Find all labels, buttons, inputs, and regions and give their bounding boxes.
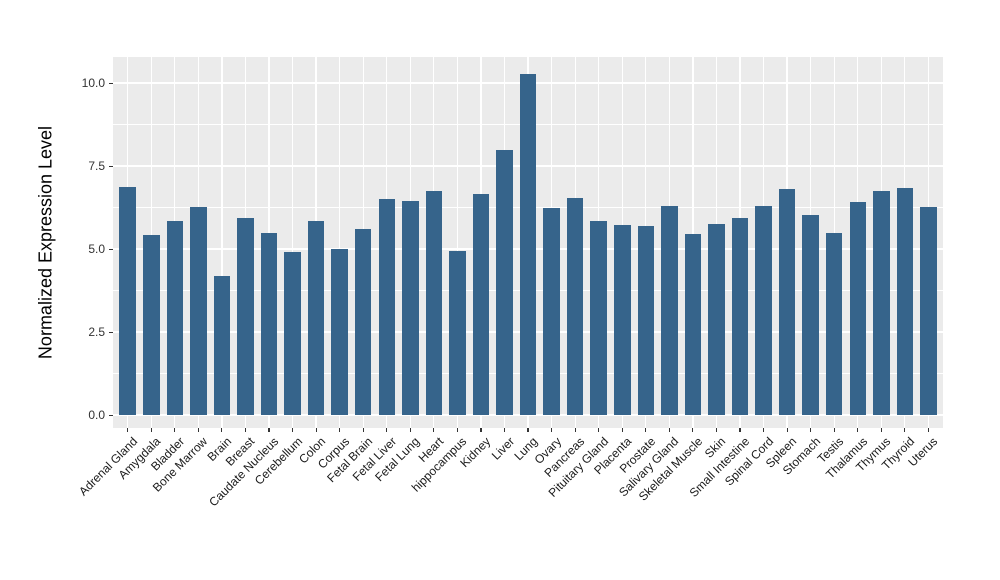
x-tick-mark (551, 428, 553, 432)
bar-fetal-lung (402, 200, 419, 415)
bar-lung (519, 74, 537, 415)
bar-skeletal-muscle (684, 234, 702, 415)
bar-amygdala (143, 235, 160, 415)
x-tick-mark (762, 428, 765, 432)
bar-prostate (637, 226, 655, 415)
y-tick-mark (109, 331, 113, 333)
y-tick-mark (109, 248, 113, 250)
bar-thalamus (849, 202, 866, 415)
y-tick-label: 7.5 (88, 159, 105, 173)
x-tick-mark (221, 428, 223, 432)
y-tick-label: 0.0 (88, 408, 105, 422)
x-tick-mark (786, 428, 788, 432)
y-tick-label: 2.5 (88, 325, 105, 339)
bar-liver (496, 150, 513, 415)
bar-skin (708, 224, 725, 415)
x-tick-mark (810, 428, 812, 432)
bar-heart (425, 190, 443, 415)
x-tick-mark (339, 428, 341, 432)
y-tick-mark (109, 82, 113, 84)
x-tick-mark (409, 428, 411, 432)
x-tick-mark (598, 428, 600, 432)
x-tick-mark (268, 428, 270, 432)
x-tick-mark (503, 428, 506, 432)
x-tick-mark (362, 428, 364, 432)
y-tick-mark (109, 165, 113, 167)
y-tick-mark (109, 414, 113, 416)
bar-cerebellum (284, 252, 301, 415)
bar-adrenal-gland (119, 186, 136, 415)
x-tick-mark (315, 428, 317, 432)
bar-salivary-gland (661, 205, 678, 415)
plot-panel (113, 57, 943, 428)
bar-breast (237, 218, 254, 415)
x-tick-mark (739, 428, 741, 432)
x-tick-mark (692, 428, 694, 432)
bar-caudate-nucleus (260, 232, 278, 415)
x-tick-mark (244, 428, 247, 432)
bar-colon (307, 221, 325, 415)
bar-small-intestine (731, 218, 749, 415)
x-tick-mark (433, 428, 435, 432)
bar-hippocampus (449, 250, 466, 415)
x-tick-mark (291, 428, 294, 432)
x-tick-mark (904, 428, 906, 432)
bar-thyroid (896, 188, 914, 415)
bar-fetal-liver (378, 198, 395, 415)
bar-fetal-brain (354, 229, 372, 415)
bar-placenta (614, 225, 631, 415)
bar-bone-marrow (190, 206, 207, 415)
x-tick-mark (150, 428, 152, 432)
bar-thymus (873, 190, 890, 415)
x-tick-mark (456, 428, 458, 432)
x-tick-mark (174, 428, 176, 432)
bar-spleen (778, 189, 796, 415)
x-tick-mark (880, 428, 882, 432)
x-tick-mark (833, 428, 835, 432)
x-tick-mark (621, 428, 623, 432)
x-tick-mark (857, 428, 859, 432)
x-tick-mark (197, 428, 199, 432)
x-tick-mark (668, 428, 670, 432)
bar-stomach (802, 215, 819, 415)
vertical-gridline (291, 57, 294, 428)
bar-corpus (331, 248, 348, 415)
vertical-gridline (456, 57, 459, 428)
bar-spinal-cord (755, 206, 772, 415)
x-tick-mark (715, 428, 718, 432)
x-tick-mark (386, 428, 388, 432)
vertical-gridline (339, 57, 341, 428)
bar-ovary (543, 208, 560, 415)
bar-pancreas (566, 197, 584, 415)
y-axis-title: Normalized Expression Level (35, 125, 56, 359)
bar-testis (825, 233, 843, 415)
x-tick-mark (127, 428, 129, 432)
x-tick-mark (527, 428, 529, 432)
y-tick-label: 10.0 (81, 76, 105, 90)
x-tick-mark (927, 428, 929, 432)
x-tick-mark (480, 428, 482, 432)
vertical-gridline (221, 57, 223, 428)
bar-pituitary-gland (590, 220, 607, 415)
x-tick-mark (645, 428, 647, 432)
bar-bladder (166, 220, 184, 415)
bar-kidney (472, 193, 490, 415)
y-tick-label: 5.0 (88, 242, 105, 256)
bar-brain (213, 275, 231, 415)
x-tick-mark (574, 428, 576, 432)
bar-uterus (920, 206, 937, 415)
